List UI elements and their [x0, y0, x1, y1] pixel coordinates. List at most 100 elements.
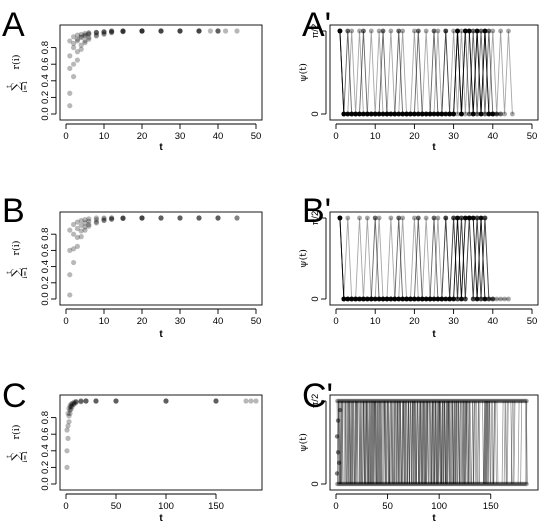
series-1	[67, 215, 240, 278]
y-axis: 0.0 0.2 0.4 0.6 0.8 t∑i=1 r(i)	[5, 41, 57, 121]
series-line	[438, 400, 441, 485]
data-point	[74, 36, 80, 42]
data-point	[504, 398, 509, 404]
series-line	[421, 400, 424, 485]
series-line	[339, 30, 501, 115]
data-point	[67, 38, 73, 44]
plot-frame	[59, 24, 263, 121]
data-point	[491, 481, 497, 487]
series-line	[505, 400, 508, 485]
data-point	[478, 111, 484, 117]
data-point	[74, 32, 80, 38]
data-point	[506, 296, 511, 302]
series-line	[362, 400, 365, 485]
series-line	[423, 400, 426, 485]
series-line	[443, 400, 446, 485]
series-line	[448, 400, 450, 485]
data-point	[364, 215, 370, 221]
data-point	[338, 481, 344, 487]
data-point	[424, 398, 429, 404]
series-line	[384, 400, 386, 485]
data-point	[489, 398, 494, 404]
y-axis: 0 π/2 ψ(t)	[298, 24, 327, 117]
series-line	[442, 400, 445, 485]
series-line	[464, 400, 466, 485]
series-line	[400, 400, 402, 485]
data-point	[71, 74, 77, 80]
data-point	[509, 398, 514, 404]
data-point	[465, 481, 471, 487]
series-2	[67, 215, 240, 253]
data-point	[78, 228, 84, 234]
data-point	[520, 398, 525, 404]
series-line	[444, 400, 447, 485]
data-point	[78, 217, 84, 224]
data-point	[435, 215, 441, 221]
data-point	[345, 111, 351, 117]
data-point	[461, 398, 467, 404]
data-point	[73, 400, 79, 406]
data-point	[415, 296, 421, 302]
data-point	[486, 111, 492, 117]
data-point	[67, 407, 73, 413]
series-line	[447, 400, 450, 485]
data-point	[469, 481, 475, 487]
data-point	[474, 28, 480, 34]
data-point	[71, 259, 77, 266]
series-line	[378, 400, 381, 485]
data-point	[93, 32, 99, 38]
data-point	[494, 398, 500, 404]
data-point	[518, 481, 523, 487]
data-point	[517, 398, 522, 404]
series-line	[386, 400, 389, 485]
data-point	[454, 481, 459, 487]
data-point	[380, 398, 385, 404]
data-point	[431, 28, 437, 34]
data-point	[341, 481, 346, 487]
data-point	[393, 398, 399, 404]
data-point	[498, 398, 504, 404]
data-point	[425, 481, 431, 487]
series-line	[484, 400, 486, 485]
data-point	[376, 111, 382, 117]
data-point	[423, 398, 428, 404]
data-point	[427, 296, 433, 302]
data-point	[459, 28, 464, 34]
data-point	[467, 481, 473, 487]
data-point	[120, 28, 126, 34]
y-tick-label: 0.8	[40, 228, 51, 241]
series-line	[511, 400, 513, 485]
data-point	[349, 481, 354, 487]
data-point	[348, 481, 353, 487]
data-point	[439, 398, 444, 404]
data-point	[93, 33, 99, 39]
y-tick-label: π/2	[310, 394, 321, 408]
x-tick-label: 50	[527, 316, 538, 327]
series-line	[417, 400, 419, 485]
data-point	[378, 398, 383, 404]
x-axis-title: t	[159, 329, 163, 340]
series-line	[483, 400, 486, 485]
data-point	[479, 481, 484, 487]
data-point	[498, 481, 504, 487]
data-point	[93, 30, 99, 36]
series-line	[456, 400, 459, 485]
data-point	[419, 398, 424, 404]
series-2	[64, 398, 249, 433]
data-point	[404, 481, 410, 487]
series-line	[426, 400, 429, 485]
data-point	[399, 481, 405, 487]
data-point	[66, 413, 72, 419]
series-line	[489, 400, 492, 485]
series-line	[343, 400, 346, 485]
series-line	[409, 400, 412, 485]
data-point	[376, 481, 381, 487]
data-point	[361, 481, 367, 487]
data-point	[475, 481, 480, 487]
data-point	[109, 216, 115, 222]
series-line	[371, 400, 373, 485]
series-line	[339, 30, 513, 115]
series-line	[430, 400, 432, 485]
series-line	[368, 400, 371, 485]
